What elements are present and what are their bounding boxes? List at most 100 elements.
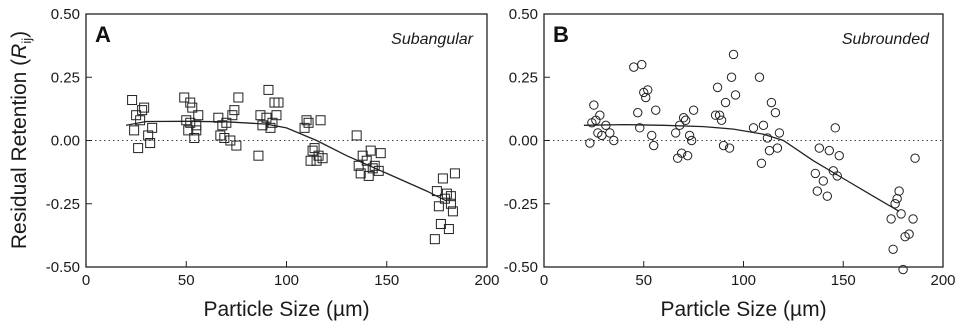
panel-a-data-point: [433, 201, 444, 212]
panel-a-data-point: [145, 138, 156, 149]
panel-b-data-point: [635, 123, 645, 133]
panel-a-data-point: [303, 117, 314, 128]
panel-a-data-point: [437, 173, 448, 184]
panel-a-y-tick-label: 0.25: [51, 69, 80, 86]
panel-b-data-point: [758, 120, 769, 131]
panel-b-data-point: [814, 143, 825, 153]
panel-b-data-point: [716, 115, 727, 125]
panel-b-data-point: [601, 120, 611, 131]
panel-b-data-point: [720, 97, 731, 108]
panel-b-y-tick-label: 0.25: [509, 69, 538, 86]
panel-b-x-tick-label: 50: [635, 272, 652, 289]
panel-b-data-point: [651, 105, 661, 115]
panel-b-data-point: [888, 244, 898, 254]
panel-b-y-tick-label: -0.25: [504, 196, 538, 213]
panel-b-data-point: [728, 49, 739, 60]
panel-b-x-tick-label: 100: [731, 272, 756, 289]
panel-a-note: Subangular: [391, 31, 474, 48]
panel-a-data-point: [225, 135, 236, 146]
panel-a-y-tick-label: -0.25: [46, 196, 80, 213]
panel-a-data-point: [307, 145, 318, 156]
panel-a-data-point: [373, 165, 384, 176]
panel-a-data-point: [317, 153, 328, 164]
panel-b-data-point: [812, 186, 823, 196]
panel-a-data-point: [271, 110, 282, 121]
panel-a-data-point: [137, 105, 148, 116]
panel-a-data-point: [255, 110, 266, 121]
panel-b-data-point: [589, 100, 599, 110]
panel-b-data-point: [629, 62, 639, 72]
panel-b-data-point: [714, 110, 725, 120]
panel-b-data-point: [896, 209, 906, 219]
panel-b-data-point: [637, 59, 647, 70]
panel-b-data-point: [830, 123, 840, 133]
panel-a-letter: A: [95, 22, 111, 47]
panel-b-data-point: [824, 145, 834, 156]
panel-b-data-point: [726, 72, 737, 82]
panel-b-data-point: [688, 105, 699, 115]
panel-b-data-point: [633, 107, 643, 118]
panel-a-data-point: [361, 155, 372, 166]
panel-a-data-point: [133, 143, 144, 154]
panel-b-y-tick-label: -0.50: [504, 259, 538, 276]
panel-a-data-point: [265, 122, 276, 133]
panel-b-data-point: [810, 168, 821, 179]
panel-b-data-point: [818, 176, 828, 186]
panel-b-data-point: [718, 140, 729, 151]
panel-a-data-point: [253, 150, 264, 161]
panel-a-data-point: [355, 168, 366, 179]
panel-b-data-point: [730, 90, 741, 100]
panel-a-y-tick-label: -0.50: [46, 259, 80, 276]
panel-a-y-tick-label: 0.00: [51, 133, 80, 150]
panel-a-data-point: [183, 125, 194, 136]
panel-b-data-point: [904, 229, 914, 239]
panel-b-x-tick-label: 0: [540, 272, 548, 289]
panel-a-data-point: [229, 105, 240, 116]
panel-a-y-tick-label: 0.50: [51, 6, 80, 23]
panel-a-x-tick-label: 200: [474, 272, 499, 289]
panel-b-data-point: [674, 120, 685, 131]
panel-b-data-point: [609, 135, 619, 146]
panel-a-data-point: [445, 191, 456, 202]
panel-a-data-point: [233, 92, 244, 103]
panel-b-data-point: [756, 158, 767, 168]
panel-b-data-point: [712, 82, 723, 93]
panel-a-data-point: [431, 186, 442, 197]
panel-b-data-point: [595, 110, 605, 120]
panel-a-data-point: [375, 148, 386, 159]
panel-a-data-point: [439, 193, 450, 204]
panel-b-letter: B: [553, 22, 569, 47]
panel-b-data-point: [754, 72, 765, 82]
panel-b-data-point: [766, 97, 777, 108]
panel-a-data-point: [139, 102, 150, 113]
panel-a-data-point: [231, 140, 242, 151]
panel-a-data-point: [147, 122, 158, 133]
panel-a-data-point: [443, 224, 454, 235]
panel-b-x-axis-title: Particle Size (µm): [660, 298, 826, 321]
panel-b-data-point: [670, 128, 681, 138]
panel-b-data-point: [682, 150, 693, 161]
panel-a-data-point: [191, 125, 202, 136]
panel-a-x-tick-label: 100: [274, 272, 299, 289]
panel-a-data-point: [227, 110, 238, 121]
panel-a-data-point: [263, 84, 274, 95]
panel-a-fit-line: [125, 120, 448, 202]
panel-b-data-point: [764, 145, 775, 156]
panel-b-data-point: [772, 143, 783, 153]
panel-b-data-point: [822, 191, 832, 201]
panel-a-data-point: [273, 97, 284, 108]
panel-b-data-point: [892, 193, 902, 204]
panel-b-data-point: [643, 85, 653, 95]
panel-a-data-point: [311, 155, 322, 166]
panel-b-data-point: [710, 110, 721, 120]
panel-b-data-point: [676, 148, 687, 158]
panel-a-data-point: [135, 115, 146, 126]
panel-b-x-tick-label: 200: [930, 272, 955, 289]
panel-b-data-point: [886, 214, 896, 224]
panel-a-data-point: [179, 92, 190, 103]
panel-a-data-point: [187, 102, 198, 113]
panel-a-x-axis-title: Particle Size (µm): [203, 298, 369, 321]
panel-a-x-tick-label: 0: [82, 272, 90, 289]
panel-b-data-point: [686, 135, 697, 146]
panel-a-data-point: [367, 163, 378, 174]
